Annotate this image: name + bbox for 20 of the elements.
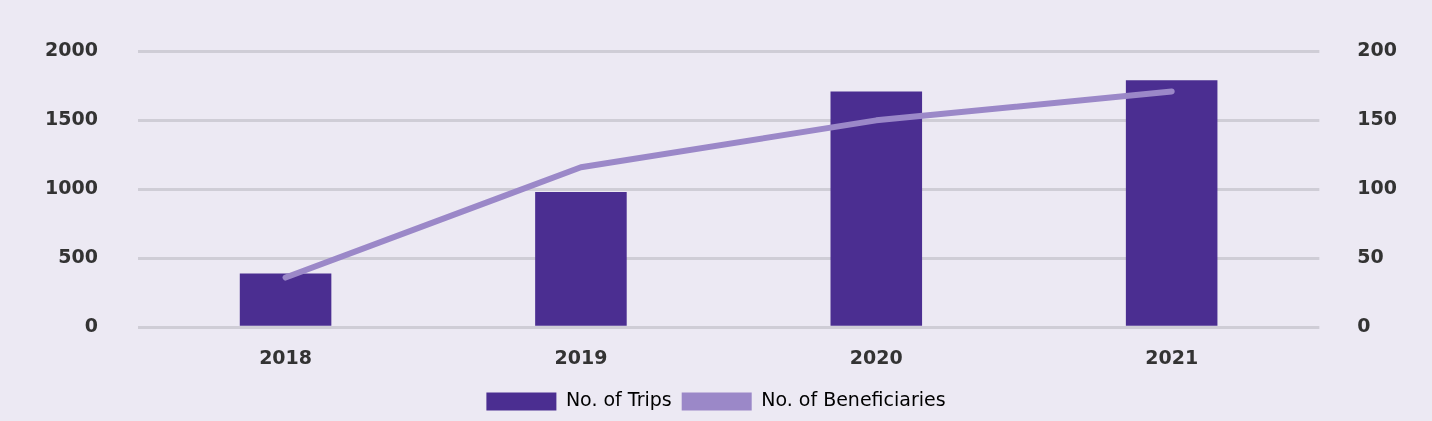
- y2-tick-label: 150: [1357, 107, 1398, 130]
- y-tick-label: 500: [58, 245, 98, 268]
- x-tick-label: 2020: [849, 345, 903, 368]
- bar: [1125, 80, 1218, 326]
- y2-tick-label: 100: [1357, 176, 1398, 199]
- y-tick-label: 0: [84, 314, 98, 337]
- y-tick-label: 2000: [44, 38, 98, 61]
- y-tick-label: 1500: [44, 107, 98, 130]
- x-tick-label: 2021: [1145, 345, 1199, 368]
- y2-tick-label: 200: [1357, 38, 1398, 61]
- y2-tick-label: 50: [1357, 245, 1384, 268]
- bar: [239, 273, 332, 326]
- legend-label: No. of Trips: [565, 388, 672, 411]
- legend-label: No. of Beneficiaries: [761, 388, 946, 411]
- y-tick-label: 1000: [44, 176, 98, 199]
- bar: [535, 192, 627, 326]
- bar: [830, 91, 923, 326]
- x-tick-label: 2019: [554, 345, 608, 368]
- x-tick-label: 2018: [259, 345, 313, 368]
- y2-tick-label: 0: [1357, 314, 1371, 337]
